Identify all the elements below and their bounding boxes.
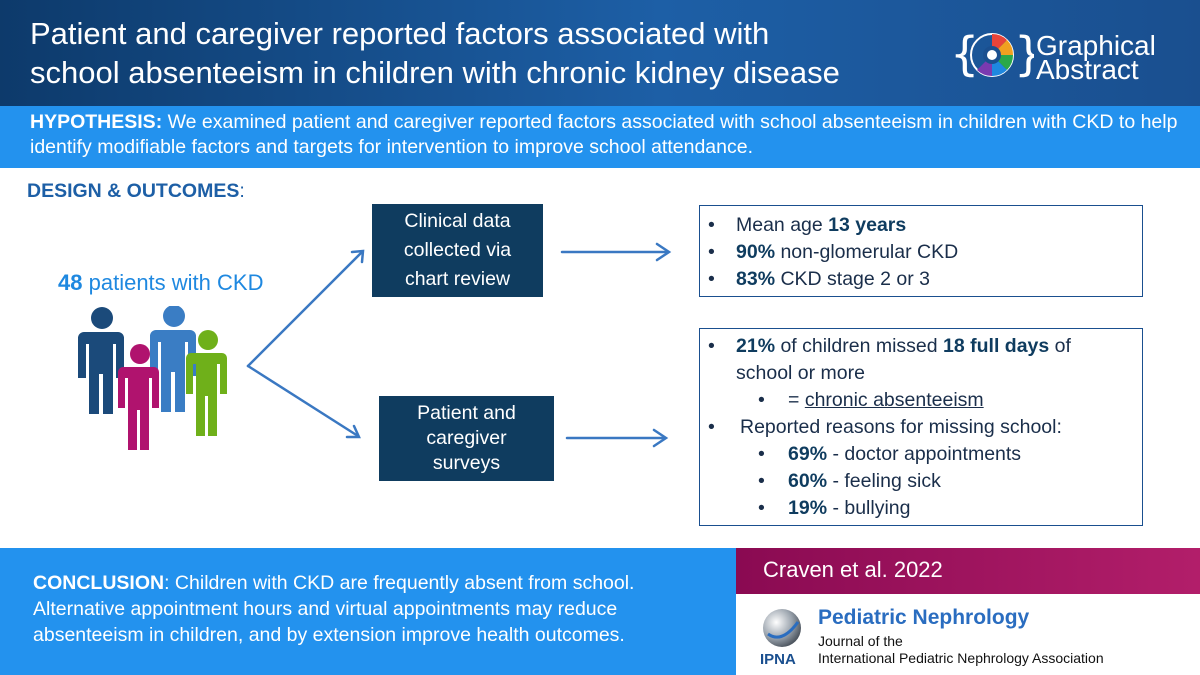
equals-sign: = <box>788 389 805 411</box>
arrow-to-clinical-head <box>350 249 365 264</box>
svg-text:{: { <box>950 27 979 81</box>
outcome-text: non-glomerular CKD <box>775 241 959 263</box>
reason-item-doctor: • 69% - doctor appointments <box>706 441 1142 468</box>
hypothesis-text: We examined patient and caregiver report… <box>30 111 1178 158</box>
person-blue-icon <box>150 306 196 412</box>
graphical-abstract-logo-icon: { } <box>950 27 1034 81</box>
graphical-abstract-brand: { } Graphical Abstract <box>950 20 1185 90</box>
conclusion-label: CONCLUSION <box>33 572 165 594</box>
outcome-item-nonglomerular: • 90% non-glomerular CKD <box>706 239 1142 266</box>
journal-subtitle-2: International Pediatric Nephrology Assoc… <box>818 650 1104 666</box>
conclusion-text: : Children with CKD are frequently absen… <box>33 572 635 646</box>
journal-block: IPNA Pediatric Nephrology Journal of the… <box>736 594 1200 675</box>
outcome-text: Mean age <box>736 214 829 236</box>
outcome-item-stage: • 83% CKD stage 2 or 3 <box>706 266 1142 293</box>
bullet: • <box>758 497 765 519</box>
survey-line-2: caregiver <box>426 427 507 449</box>
page-title: Patient and caregiver reported factors a… <box>30 14 910 92</box>
ipna-logo-text: IPNA <box>760 651 796 666</box>
surveys-box: Patient and caregiver surveys <box>379 396 554 481</box>
outcome-value: 90% <box>736 241 776 263</box>
journal-name: Pediatric Nephrology <box>818 606 1030 629</box>
outcome-item-missed-days: • 21% of children missed 18 full days of <box>706 333 1142 360</box>
outcome-value: 83% <box>736 268 776 290</box>
outcome-text: of children missed <box>775 335 944 357</box>
journal-subtitle-1: Journal of the <box>818 633 903 649</box>
outcome-item-chronic: • = chronic absenteeism <box>706 387 1142 414</box>
outcome-value: 13 years <box>828 214 907 236</box>
reason-percent: 19% <box>788 497 828 519</box>
reason-percent: 60% <box>788 470 828 492</box>
bullet: • <box>708 214 715 236</box>
outcome-value: 21% <box>736 335 776 357</box>
reason-text: - bullying <box>827 497 911 519</box>
survey-line-3: surveys <box>432 452 501 474</box>
hypothesis-band: HYPOTHESIS: We examined patient and care… <box>0 106 1200 168</box>
reason-text: - doctor appointments <box>827 443 1022 465</box>
design-heading-colon: : <box>239 180 245 202</box>
reasons-heading: Reported reasons for missing school: <box>740 416 1062 438</box>
conclusion-band: CONCLUSION: Children with CKD are freque… <box>0 548 736 675</box>
clinical-data-box: Clinical data collected via chart review <box>372 204 543 297</box>
clinical-line-3: chart review <box>404 268 511 290</box>
ipna-logo-icon: IPNA <box>760 609 801 666</box>
bullet: • <box>708 416 715 438</box>
bullet: • <box>708 335 715 357</box>
outcome-text: of <box>1049 335 1071 357</box>
hypothesis-label: HYPOTHESIS: <box>30 111 163 133</box>
reason-text: - feeling sick <box>827 470 941 492</box>
person-green-icon <box>186 330 227 436</box>
arrow-to-survey-head <box>345 424 361 439</box>
survey-outcomes-box: • 21% of children missed 18 full days of… <box>699 328 1143 526</box>
arrow-to-survey <box>246 364 360 438</box>
outcome-item-age: • Mean age 13 years <box>706 212 1142 239</box>
outcome-text: CKD stage 2 or 3 <box>775 268 931 290</box>
reason-percent: 69% <box>788 443 828 465</box>
arrow-clinical-outcome-head <box>655 242 672 262</box>
bullet: • <box>708 268 715 290</box>
chronic-absenteeism-label: chronic absenteeism <box>804 389 984 411</box>
person-navy-icon <box>78 307 124 414</box>
svg-text:}: } <box>1014 27 1034 81</box>
bullet: • <box>758 470 765 492</box>
reason-item-bullying: • 19% - bullying <box>706 495 1142 522</box>
patients-count: 48 patients with CKD <box>58 270 263 296</box>
survey-line-1: Patient and <box>417 402 516 424</box>
reason-item-sick: • 60% - feeling sick <box>706 468 1142 495</box>
title-line-1: Patient and caregiver reported factors a… <box>30 16 770 51</box>
header-banner: Patient and caregiver reported factors a… <box>0 0 1200 106</box>
arrow-survey-outcome-head <box>652 428 669 448</box>
brand-line-2: Abstract <box>1036 54 1139 85</box>
citation-banner: Craven et al. 2022 <box>736 548 1200 594</box>
person-magenta-icon <box>118 344 159 450</box>
people-group-icon <box>78 306 227 450</box>
design-outcomes-heading: DESIGN & OUTCOMES: <box>27 180 245 203</box>
clinical-line-1: Clinical data <box>404 210 511 232</box>
clinical-line-2: collected via <box>403 239 512 261</box>
patients-label: patients with CKD <box>88 270 264 295</box>
brand-line-1: Graphical <box>1036 30 1156 61</box>
bullet: • <box>758 443 765 465</box>
outcome-value: 18 full days <box>943 335 1050 357</box>
title-line-2: school absenteeism in children with chro… <box>30 55 840 90</box>
design-heading-text: DESIGN & OUTCOMES <box>27 180 240 202</box>
arrow-to-clinical <box>246 250 364 368</box>
clinical-outcomes-box: • Mean age 13 years • 90% non-glomerular… <box>699 205 1143 297</box>
bullet: • <box>758 389 765 411</box>
patients-number: 48 <box>58 270 83 295</box>
bullet: • <box>708 241 715 263</box>
outcome-item-reasons-heading: • Reported reasons for missing school: <box>706 414 1142 441</box>
outcome-continuation: school or more <box>736 362 865 384</box>
